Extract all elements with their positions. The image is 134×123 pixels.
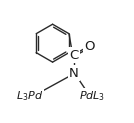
Text: N: N [69,67,79,79]
Text: C: C [69,48,79,62]
Text: $L_3Pd$: $L_3Pd$ [16,89,43,103]
Text: $PdL_3$: $PdL_3$ [79,89,105,103]
Text: O: O [84,40,95,53]
